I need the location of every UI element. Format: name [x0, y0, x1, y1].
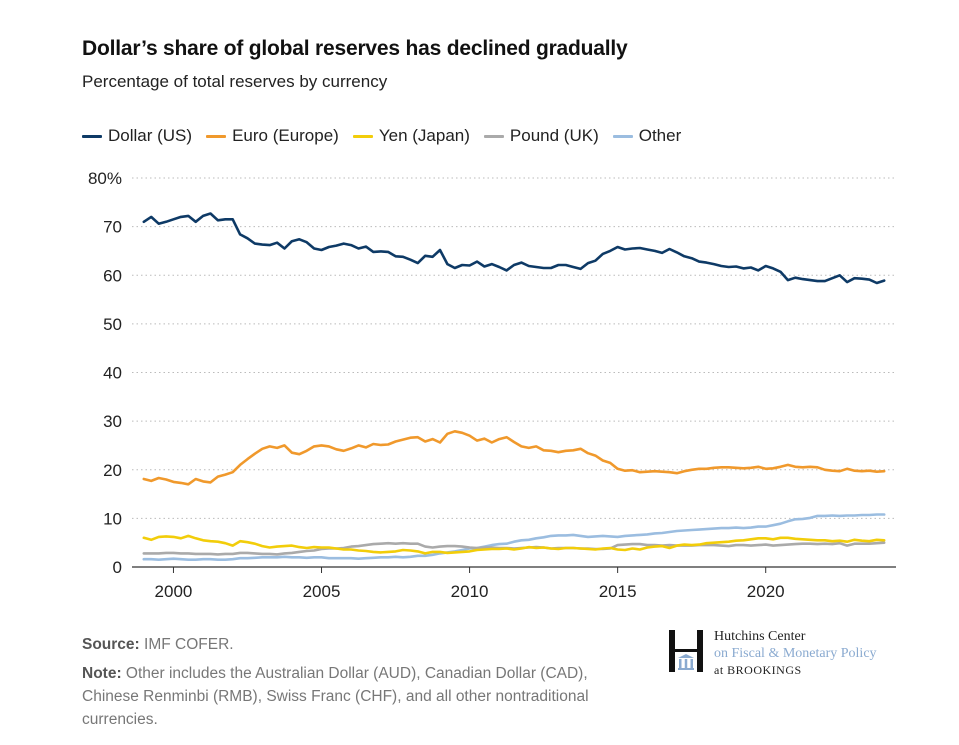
chart-subtitle: Percentage of total reserves by currency — [82, 72, 388, 91]
legend-swatch-pound — [483, 134, 504, 138]
y-tick-label-30: 30 — [103, 412, 122, 431]
logo-line-2: on Fiscal & Monetary Policy — [714, 646, 877, 661]
legend-item-dollar: Dollar (US) — [82, 126, 192, 146]
line-chart: 0 10 20 30 40 50 60 70 80% 2000 2005 2010 2015 2020 — [88, 169, 896, 601]
legend-item-pound: Pound (UK) — [483, 126, 599, 146]
legend-item-euro: Euro (Europe) — [206, 126, 339, 146]
series-layer — [142, 212, 886, 562]
x-tick-label-2010: 2010 — [451, 582, 489, 601]
logo-line-3: at BROOKINGS — [714, 663, 802, 677]
footnotes: Source: IMF COFER. Note: Other includes … — [82, 633, 642, 737]
y-axis-ticks: 0 10 20 30 40 50 60 70 80% — [88, 169, 122, 577]
legend-label-pound: Pound (UK) — [509, 126, 599, 145]
series-line-yen — [142, 534, 886, 555]
x-axis-ticks: 2000 2005 2010 2015 2020 — [155, 567, 785, 601]
x-tick-label-2015: 2015 — [599, 582, 637, 601]
series-line-other — [142, 513, 886, 562]
y-tick-label-20: 20 — [103, 461, 122, 480]
y-tick-label-0: 0 — [113, 558, 122, 577]
brookings-logo: Hutchins Center on Fiscal & Monetary Pol… — [668, 628, 877, 679]
y-tick-label-60: 60 — [103, 266, 122, 285]
x-tick-label-2020: 2020 — [747, 582, 785, 601]
y-tick-label-50: 50 — [103, 315, 122, 334]
hutchins-h-logo-icon — [669, 630, 703, 672]
legend-label-dollar: Dollar (US) — [108, 126, 193, 145]
note-text: Note: Other includes the Australian Doll… — [82, 665, 589, 728]
y-tick-label-40: 40 — [103, 364, 122, 383]
legend-swatch-other — [612, 134, 633, 138]
legend-swatch-euro — [206, 134, 227, 138]
grid-layer — [132, 177, 896, 568]
logo-line-1: Hutchins Center — [714, 629, 806, 644]
x-tick-label-2000: 2000 — [155, 582, 193, 601]
y-tick-label-70: 70 — [103, 218, 122, 237]
y-tick-label-80: 80% — [88, 169, 122, 188]
source-note: Source: IMF COFER. — [82, 636, 234, 653]
series-line-euro — [142, 429, 886, 486]
legend-label-yen: Yen (Japan) — [378, 126, 470, 145]
legend: Dollar (US) Euro (Europe) Yen (Japan) Po… — [82, 126, 695, 146]
legend-item-yen: Yen (Japan) — [352, 126, 470, 146]
legend-swatch-yen — [352, 134, 373, 138]
chart-title: Dollar’s share of global reserves has de… — [82, 37, 628, 60]
legend-label-euro: Euro (Europe) — [232, 126, 339, 145]
x-tick-label-2005: 2005 — [303, 582, 341, 601]
y-tick-label-10: 10 — [103, 509, 122, 528]
legend-swatch-dollar — [82, 134, 102, 138]
series-line-dollar — [142, 212, 886, 285]
legend-label-other: Other — [638, 126, 682, 145]
legend-item-other: Other — [612, 126, 682, 146]
